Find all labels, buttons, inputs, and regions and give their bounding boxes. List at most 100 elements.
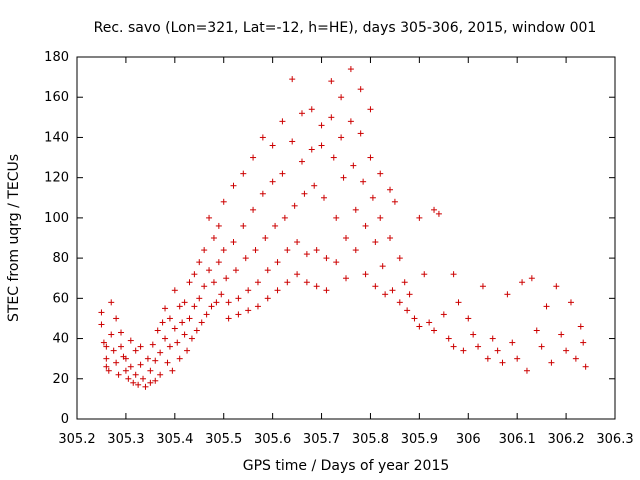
data-point — [105, 367, 112, 374]
data-point — [435, 210, 442, 217]
data-point — [279, 170, 286, 177]
data-point — [523, 367, 530, 374]
x-axis-title: GPS time / Days of year 2015 — [243, 458, 450, 474]
data-point — [284, 247, 291, 254]
data-point — [301, 190, 308, 197]
data-point — [103, 363, 110, 370]
data-point — [298, 158, 305, 165]
data-point — [240, 170, 247, 177]
x-tick-label: 305.9 — [401, 432, 438, 447]
data-point — [196, 259, 203, 266]
data-point — [514, 355, 521, 362]
data-point — [235, 311, 242, 318]
data-point — [240, 222, 247, 229]
data-point — [318, 122, 325, 129]
y-tick-label: 20 — [52, 372, 69, 387]
data-point — [362, 271, 369, 278]
data-point — [215, 222, 222, 229]
data-point — [206, 267, 213, 274]
x-tick-label: 305.2 — [58, 432, 95, 447]
data-point — [193, 327, 200, 334]
data-point — [431, 206, 438, 213]
data-point — [580, 339, 587, 346]
data-point — [308, 106, 315, 113]
data-point — [284, 279, 291, 286]
data-point — [421, 271, 428, 278]
data-point — [122, 367, 129, 374]
data-point — [504, 291, 511, 298]
y-tick-label: 40 — [52, 332, 69, 347]
data-point — [294, 271, 301, 278]
data-point — [548, 359, 555, 366]
data-point — [330, 154, 337, 161]
data-point — [269, 178, 276, 185]
data-point — [245, 287, 252, 294]
x-tick-label: 306.2 — [547, 432, 584, 447]
x-tick-label: 305.3 — [107, 432, 144, 447]
data-point — [147, 367, 154, 374]
data-points — [98, 66, 589, 390]
y-tick-label: 180 — [44, 50, 69, 65]
data-point — [250, 206, 257, 213]
data-point — [98, 321, 105, 328]
data-point — [225, 315, 232, 322]
data-point — [347, 118, 354, 125]
data-point — [137, 361, 144, 368]
data-point — [567, 299, 574, 306]
data-point — [259, 134, 266, 141]
data-point — [303, 251, 310, 258]
data-point — [538, 343, 545, 350]
data-point — [169, 367, 176, 374]
y-tick-label: 60 — [52, 291, 69, 306]
data-point — [191, 271, 198, 278]
data-point — [127, 337, 134, 344]
data-point — [110, 347, 117, 354]
data-point — [188, 335, 195, 342]
data-point — [494, 347, 501, 354]
data-point — [210, 235, 217, 241]
data-point — [387, 186, 394, 193]
data-point — [318, 142, 325, 149]
data-point — [152, 377, 159, 384]
data-point — [367, 106, 374, 113]
data-point — [367, 154, 374, 161]
data-point — [181, 299, 188, 306]
x-tick-label: 305.7 — [303, 432, 340, 447]
data-point — [563, 347, 570, 354]
data-point — [174, 339, 181, 346]
data-point — [533, 327, 540, 334]
data-point — [450, 343, 457, 350]
x-tick-label: 306.1 — [499, 432, 536, 447]
data-point — [450, 271, 457, 278]
data-point — [455, 299, 462, 306]
data-point — [132, 347, 139, 354]
data-point — [431, 327, 438, 334]
data-point — [382, 291, 389, 298]
data-point — [220, 247, 227, 254]
x-tick-label: 306 — [456, 432, 481, 447]
data-point — [281, 214, 288, 221]
data-point — [235, 295, 242, 302]
data-point — [396, 255, 403, 262]
data-point — [379, 263, 386, 270]
data-point — [391, 198, 398, 205]
data-point — [142, 383, 149, 390]
data-point — [475, 343, 482, 350]
chart-title: Rec. savo (Lon=321, Lat=-12, h=HE), days… — [94, 20, 597, 36]
data-point — [176, 303, 183, 310]
data-point — [118, 329, 125, 336]
data-point — [340, 174, 347, 181]
data-point — [157, 371, 164, 378]
data-point — [103, 355, 110, 362]
data-point — [338, 134, 345, 141]
data-point — [323, 287, 330, 294]
data-point — [294, 239, 301, 246]
data-point — [130, 379, 137, 386]
data-point — [289, 76, 296, 83]
y-tick-label: 100 — [44, 211, 69, 226]
data-point — [213, 299, 220, 306]
data-point — [279, 118, 286, 125]
data-point — [115, 371, 122, 378]
data-point — [122, 355, 129, 362]
data-point — [404, 307, 411, 314]
